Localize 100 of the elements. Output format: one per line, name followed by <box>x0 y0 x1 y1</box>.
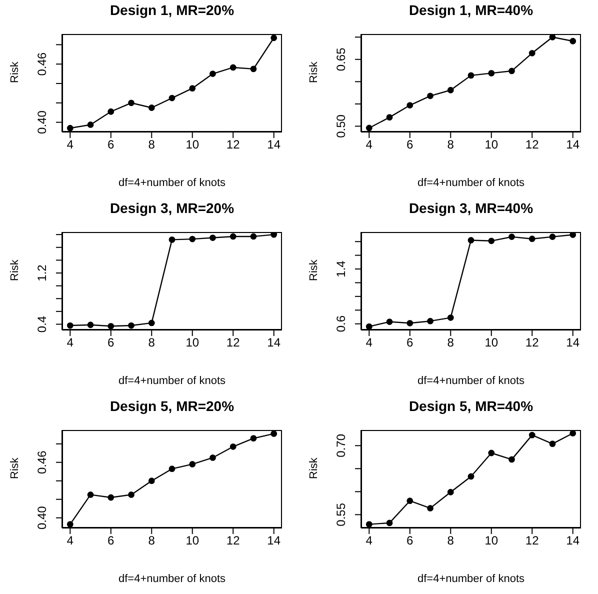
point <box>447 314 454 321</box>
x-tick-label: 6 <box>108 138 115 152</box>
point <box>508 68 515 74</box>
point <box>87 492 94 498</box>
chart-title: Design 3, MR=20% <box>108 200 236 216</box>
point <box>148 104 155 111</box>
point <box>386 114 393 120</box>
point <box>128 100 134 106</box>
point <box>447 86 454 94</box>
point <box>168 466 176 472</box>
y-axis-title: Risk <box>8 259 21 281</box>
point <box>128 492 134 498</box>
point <box>488 70 495 76</box>
x-tick-label: 4 <box>366 138 373 152</box>
point <box>250 233 257 240</box>
x-tick-label: 8 <box>447 336 454 350</box>
point <box>148 320 155 326</box>
point <box>528 432 536 438</box>
point <box>386 520 393 526</box>
y-tick-label: 0.6 <box>334 315 348 332</box>
point <box>549 234 556 240</box>
point <box>230 443 236 450</box>
point <box>488 450 495 456</box>
y-tick-label: 0.40 <box>35 110 49 134</box>
point <box>189 461 196 468</box>
point <box>66 521 74 528</box>
x-tick-label: 6 <box>108 534 115 548</box>
point <box>366 521 372 528</box>
x-tick-label: 10 <box>186 336 200 350</box>
y-tick-label: 1.4 <box>334 260 348 278</box>
x-tick-label: 4 <box>366 534 373 548</box>
y-tick-label: 0.70 <box>334 434 348 458</box>
x-axis-title: df=4+number of knots <box>118 177 226 189</box>
point <box>406 498 414 504</box>
x-axis-title: df=4+number of knots <box>118 375 226 387</box>
point <box>66 124 74 132</box>
point <box>447 488 454 496</box>
y-tick-label: 0.55 <box>334 502 348 526</box>
x-tick-label: 8 <box>148 336 156 350</box>
point <box>570 38 576 44</box>
x-tick-label: 14 <box>566 534 580 548</box>
y-tick-label: 0.40 <box>35 506 49 530</box>
point <box>366 124 372 132</box>
point <box>210 454 216 461</box>
x-axis-title: df=4+number of knots <box>118 573 226 585</box>
point <box>270 430 278 437</box>
x-tick-label: 14 <box>566 336 580 350</box>
x-tick-label: 12 <box>226 138 240 152</box>
y-axis-title: Risk <box>8 61 21 83</box>
point <box>87 322 94 328</box>
x-tick-label: 12 <box>226 336 240 350</box>
y-tick-label: 0.4 <box>35 316 49 333</box>
y-axis-title: Risk <box>8 457 21 479</box>
chart-title: Design 1, MR=20% <box>108 2 236 18</box>
x-axis-title: df=4+number of knots <box>417 573 526 585</box>
x-tick-label: 12 <box>226 534 240 548</box>
x-tick-label: 6 <box>406 336 414 350</box>
chart-title: Design 1, MR=40% <box>408 2 534 18</box>
x-tick-label: 8 <box>148 138 156 152</box>
point <box>128 322 134 329</box>
x-tick-label: 8 <box>148 534 156 548</box>
x-tick-label: 8 <box>447 138 454 152</box>
point <box>528 50 536 56</box>
point <box>108 322 114 330</box>
point <box>528 236 536 242</box>
point <box>168 236 176 243</box>
x-tick-label: 4 <box>66 534 74 548</box>
point <box>468 473 474 480</box>
x-tick-label: 6 <box>406 534 414 548</box>
x-tick-label: 4 <box>366 336 373 350</box>
x-tick-label: 14 <box>267 534 281 548</box>
point <box>168 94 176 102</box>
x-tick-label: 10 <box>186 138 200 152</box>
point <box>386 318 393 325</box>
point <box>570 232 576 238</box>
point <box>549 34 556 40</box>
x-axis-title: df=4+number of knots <box>417 375 526 387</box>
y-axis-title: Risk <box>308 259 320 281</box>
x-tick-label: 10 <box>186 534 200 548</box>
point <box>250 66 257 72</box>
point <box>406 102 414 108</box>
x-tick-label: 14 <box>267 138 281 152</box>
y-tick-label: 1.2 <box>35 264 49 282</box>
point <box>108 108 114 115</box>
point <box>468 237 474 244</box>
x-tick-label: 14 <box>267 336 281 350</box>
point <box>66 322 74 329</box>
point <box>230 64 236 71</box>
point <box>210 70 216 77</box>
point <box>549 440 556 448</box>
point <box>210 234 216 241</box>
x-tick-label: 10 <box>484 138 498 152</box>
point <box>87 122 94 128</box>
y-tick-label: 0.50 <box>334 114 348 138</box>
y-tick-label: 0.46 <box>35 52 49 76</box>
chart-title: Design 3, MR=40% <box>408 200 534 216</box>
chart-title: Design 5, MR=20% <box>108 398 236 414</box>
x-tick-label: 4 <box>66 138 74 152</box>
x-axis-title: df=4+number of knots <box>417 177 526 189</box>
y-tick-label: 0.65 <box>334 47 348 72</box>
